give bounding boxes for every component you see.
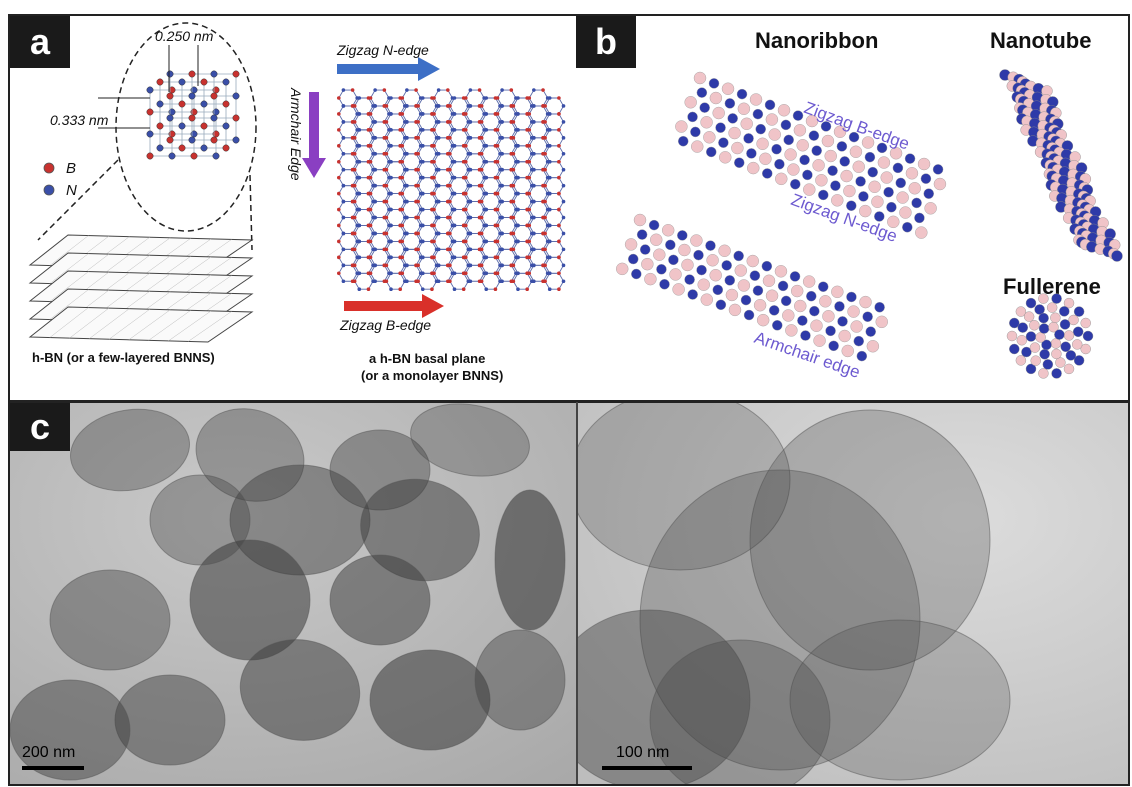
unit-cell-lattice <box>146 70 240 160</box>
scale-label-left: 200 nm <box>22 744 76 761</box>
fullerene-model <box>1006 293 1094 379</box>
tem-left-flakes <box>10 403 566 781</box>
nanoribbon-title: Nanoribbon <box>755 28 879 53</box>
scale-label-right: 100 nm <box>616 744 670 761</box>
scale-bar-right <box>602 766 692 770</box>
scale-bar-left <box>22 766 84 770</box>
tem-right-background <box>578 403 1128 784</box>
zigzag-nanoribbon <box>675 71 947 239</box>
layered-stack <box>28 234 254 343</box>
caption-basal-line1: a h-BN basal plane <box>369 351 486 366</box>
dimension-left-label: 0.333 nm <box>50 112 109 128</box>
boron-legend-dot <box>43 162 55 174</box>
armchair-nanoribbon <box>616 213 888 362</box>
fullerene-title: Fullerene <box>1003 274 1101 299</box>
honeycomb-lattice <box>337 88 566 292</box>
legend-boron-label: B <box>66 160 77 177</box>
caption-few-layered: h-BN (or a few-layered BNNS) <box>32 350 215 365</box>
legend-nitrogen-label: N <box>66 182 77 199</box>
panel-c-divider <box>576 402 578 784</box>
caption-basal-line2: (or a monolayer BNNS) <box>361 368 504 383</box>
basal-plane-illustration <box>302 57 566 318</box>
crystal-structure-illustration <box>28 22 257 343</box>
tem-right-flakes <box>578 403 1011 784</box>
panel-divider-horizontal <box>10 400 1128 403</box>
nanotube-title: Nanotube <box>990 28 1092 53</box>
zigzag-b-arrow <box>344 294 444 318</box>
zigzag-n-edge-label: Zigzag N-edge <box>337 42 429 58</box>
nitrogen-legend-dot <box>43 184 55 196</box>
nanostructures-illustration <box>616 69 1123 379</box>
armchair-arrow <box>302 92 326 178</box>
panel-a-tag: a <box>10 16 70 68</box>
dimension-top-label: 0.250 nm <box>155 28 214 44</box>
nanotube-model <box>999 69 1123 262</box>
zigzag-b-edge-label: Zigzag B-edge <box>340 317 432 333</box>
panel-c-tag: c <box>10 403 70 451</box>
panel-b-tag: b <box>576 16 636 68</box>
zigzag-n-arrow <box>337 57 440 81</box>
